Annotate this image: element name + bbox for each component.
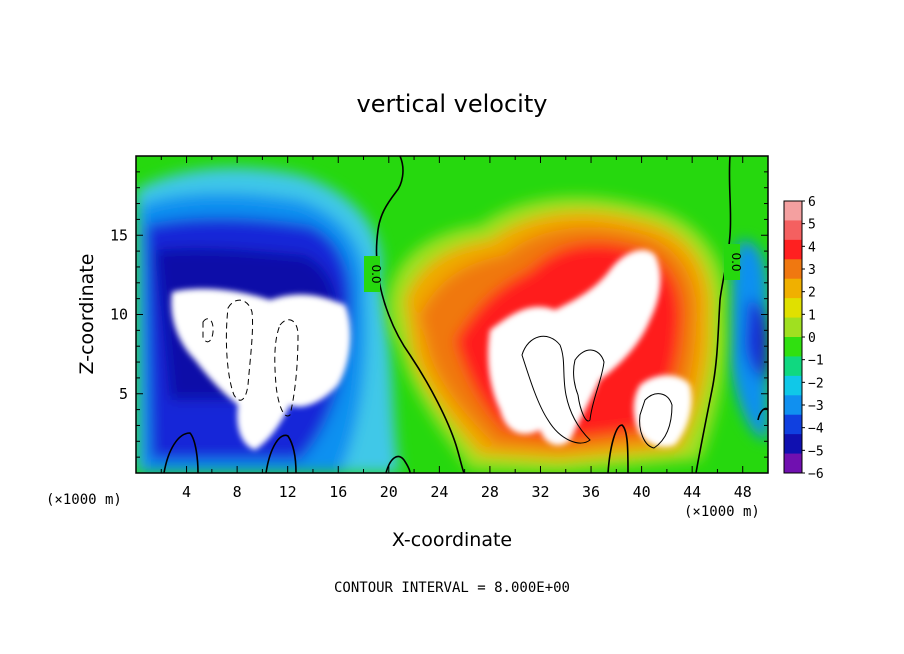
colorbar-label: 0 — [808, 331, 816, 346]
colorbar-label: −6 — [808, 467, 824, 482]
y-axis-label: Z-coordinate — [76, 254, 98, 375]
contour-label-right: 0.0 — [729, 252, 743, 271]
colorbar-swatch — [784, 259, 802, 280]
plot-area — [136, 156, 768, 473]
zero-contour-left — [375, 156, 465, 473]
colorbar-swatch — [784, 317, 802, 338]
chart-title: vertical velocity — [357, 90, 548, 118]
y-tick-label: 5 — [119, 385, 128, 403]
colorbar-swatch — [784, 395, 802, 416]
colorbar-label: −3 — [808, 399, 824, 414]
downdraft-contour-3 — [202, 318, 214, 343]
x-tick-label: 36 — [582, 483, 600, 501]
colorbar-swatch — [784, 239, 802, 260]
contour-interval-note: CONTOUR INTERVAL = 8.000E+00 — [334, 580, 570, 596]
colorbar-swatch — [784, 414, 802, 435]
x-tick-label: 48 — [734, 483, 752, 501]
colorbar-swatch — [784, 298, 802, 319]
x-tick-label: 4 — [182, 483, 191, 501]
zero-contour-bottom-2 — [265, 434, 297, 473]
x-tick-label: 8 — [233, 483, 242, 501]
x-axis-label: X-coordinate — [392, 529, 512, 551]
zero-contour-bottom-3 — [385, 455, 411, 473]
updraft-contour-2 — [573, 349, 605, 422]
x-tick-label: 44 — [683, 483, 701, 501]
y-axis: 5 10 15 — [110, 171, 768, 458]
colorbar-label: −1 — [808, 354, 824, 369]
x-unit-left: (×1000 m) — [46, 492, 122, 508]
colorbar-swatch — [784, 201, 802, 221]
colorbar-swatch — [784, 453, 802, 474]
x-tick-label: 28 — [481, 483, 499, 501]
colorbar: 6 5 4 3 2 1 0 −1 −2 −3 −4 −5 −6 — [783, 195, 824, 482]
downdraft-contour-1 — [225, 299, 254, 401]
contour-label-left: 0.0 — [369, 264, 383, 283]
downdraft-field-right — [730, 240, 768, 440]
zero-contour-bottom-4 — [607, 424, 629, 473]
contour-lines — [163, 156, 768, 473]
zero-contour-bottom-1 — [163, 432, 199, 473]
x-tick-label: 20 — [380, 483, 398, 501]
x-tick-label: 24 — [430, 483, 448, 501]
colorbar-swatch — [784, 356, 802, 377]
x-tick-label: 16 — [329, 483, 347, 501]
x-tick-label: 40 — [633, 483, 651, 501]
colorbar-label: 4 — [808, 240, 816, 255]
colorbar-label: 2 — [808, 286, 816, 301]
colorbar-label: −2 — [808, 376, 824, 391]
colorbar-label: 3 — [808, 263, 816, 278]
updraft-contour-3 — [639, 393, 673, 449]
y-tick-label: 10 — [110, 306, 128, 324]
colorbar-label: 6 — [808, 195, 816, 210]
colorbar-swatch — [784, 278, 802, 299]
saturated-regions — [171, 250, 692, 450]
x-unit-right: (×1000 m) — [684, 504, 760, 520]
colorbar-swatch — [784, 337, 802, 357]
contour-labels — [364, 244, 740, 292]
downdraft-contour-2 — [274, 319, 299, 417]
colorbar-label: −5 — [808, 444, 824, 459]
colorbar-swatch — [784, 375, 802, 396]
zero-contour-right — [695, 156, 732, 473]
x-axis: 4 8 12 16 20 24 28 32 36 40 44 48 — [160, 156, 769, 501]
x-tick-label: 32 — [531, 483, 549, 501]
x-tick-label: 12 — [279, 483, 297, 501]
colorbar-label: −4 — [808, 422, 824, 437]
colorbar-swatch — [784, 434, 802, 455]
y-tick-label: 15 — [110, 226, 128, 244]
colorbar-label: 5 — [808, 218, 816, 233]
colorbar-label: 1 — [808, 308, 816, 323]
colorbar-swatch — [784, 220, 802, 241]
updraft-contour-1 — [521, 335, 591, 444]
